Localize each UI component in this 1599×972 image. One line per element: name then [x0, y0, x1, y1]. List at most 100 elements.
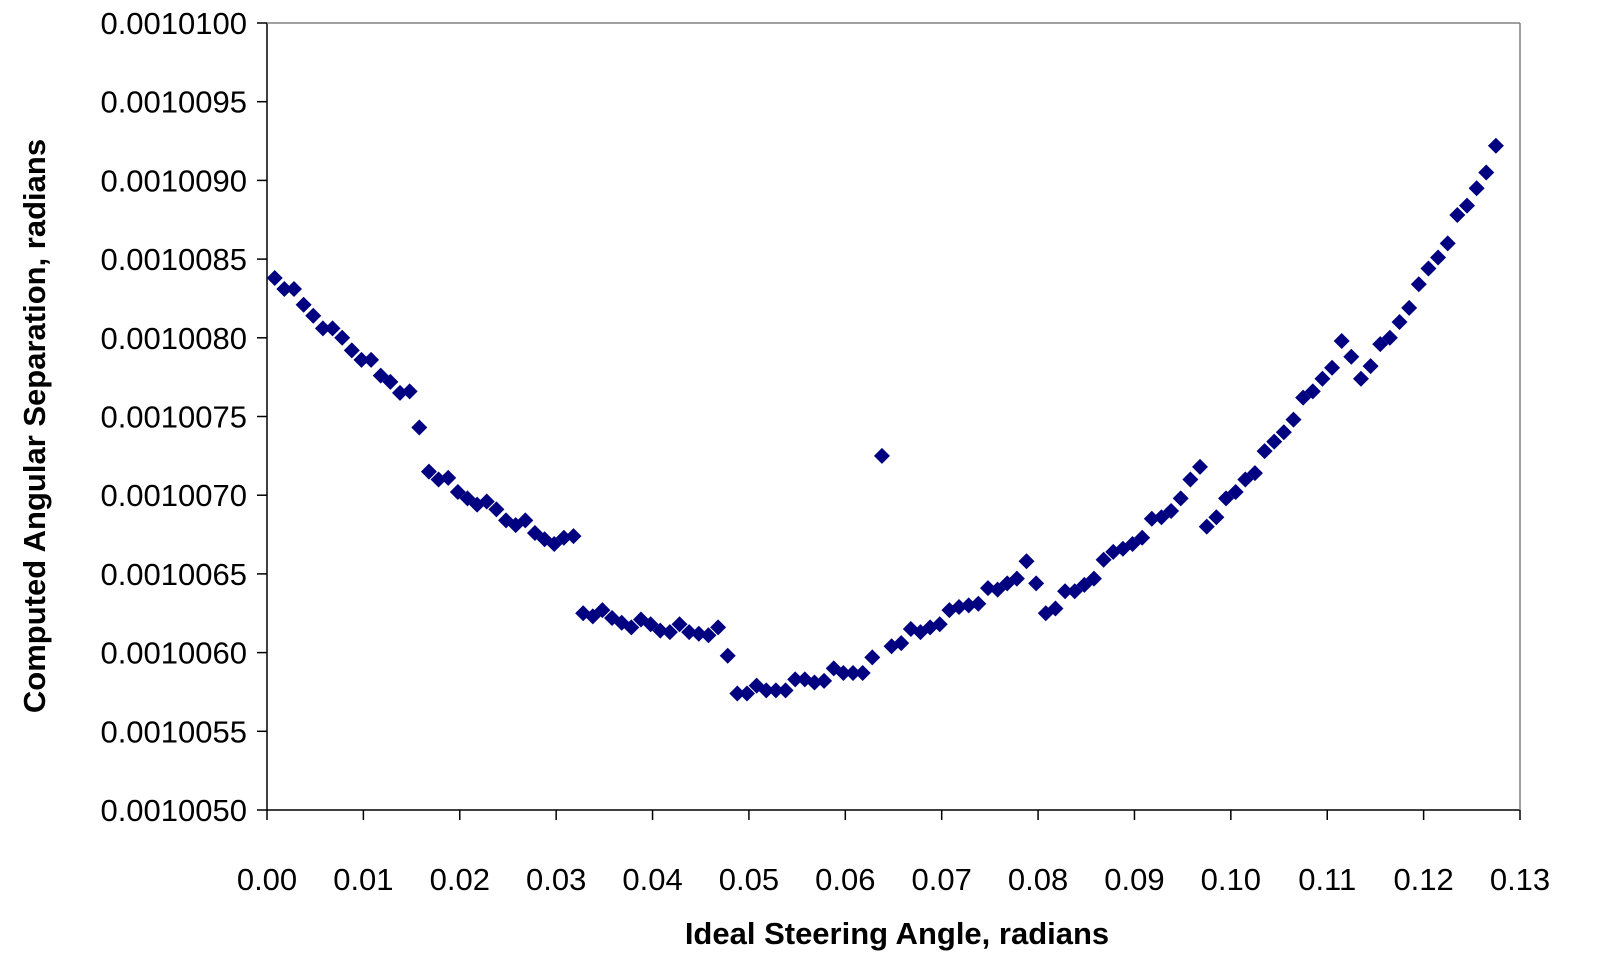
x-tick-label: 0.13: [1490, 862, 1550, 897]
data-point: [1458, 197, 1475, 214]
data-point: [623, 619, 640, 636]
data-point: [671, 616, 688, 633]
x-tick-label: 0.02: [430, 862, 490, 897]
data-point: [565, 528, 582, 545]
data-point: [305, 307, 322, 324]
data-point: [401, 383, 418, 400]
data-point: [845, 665, 862, 682]
data-point: [864, 649, 881, 666]
data-point: [652, 622, 669, 639]
data-point: [661, 624, 678, 641]
data-point: [873, 447, 890, 464]
data-point: [1352, 370, 1369, 387]
data-point: [738, 685, 755, 702]
data-point: [1478, 164, 1495, 181]
data-point: [816, 672, 833, 689]
data-point: [411, 419, 428, 436]
y-tick-label: 0.0010055: [100, 714, 247, 749]
data-point: [1227, 484, 1244, 501]
y-tick-label: 0.0010085: [100, 242, 247, 277]
data-point: [594, 602, 611, 619]
data-point: [295, 296, 312, 313]
data-point: [1468, 180, 1485, 197]
data-point: [1095, 551, 1112, 568]
data-point: [1304, 383, 1321, 400]
data-point: [1420, 260, 1437, 277]
data-point: [970, 595, 987, 612]
data-point: [285, 281, 302, 298]
plot-area: [266, 22, 1521, 811]
x-tick-label: 0.10: [1201, 862, 1261, 897]
y-tick-label: 0.0010050: [100, 793, 247, 828]
x-tick-label: 0.07: [912, 862, 972, 897]
data-point: [893, 635, 910, 652]
data-point: [951, 598, 968, 615]
data-point: [478, 493, 495, 510]
x-tick-label: 0.06: [815, 862, 875, 897]
data-point: [498, 512, 515, 529]
data-points: [266, 137, 1504, 702]
data-point: [1362, 358, 1379, 375]
data-point: [343, 342, 360, 359]
y-tick-label: 0.0010065: [100, 557, 247, 592]
data-point: [710, 619, 727, 636]
y-tick-label: 0.0010060: [100, 636, 247, 671]
x-axis-ticks: 0.00 0.01 0.02 0.03 0.04 0.05 0.06 0.07 0.08 0.09…: [237, 810, 1550, 897]
x-tick-label: 0.09: [1104, 862, 1164, 897]
data-point: [324, 320, 341, 337]
data-point: [1198, 518, 1215, 535]
data-point: [681, 624, 698, 641]
data-point: [960, 597, 977, 614]
data-point: [517, 512, 534, 529]
data-point: [835, 665, 852, 682]
data-point: [1430, 249, 1447, 266]
data-point: [420, 463, 437, 480]
data-point: [1028, 575, 1045, 592]
data-point: [392, 384, 409, 401]
data-point: [979, 580, 996, 597]
data-point: [1314, 370, 1331, 387]
data-point: [314, 320, 331, 337]
x-tick-label: 0.12: [1393, 862, 1453, 897]
x-tick-label: 0.00: [237, 862, 297, 897]
data-point: [430, 471, 447, 488]
data-point: [1192, 458, 1209, 475]
data-point: [276, 281, 293, 298]
data-point: [1256, 443, 1273, 460]
data-point: [1401, 299, 1418, 316]
data-point: [777, 682, 794, 699]
data-point: [854, 665, 871, 682]
data-point: [353, 351, 370, 368]
data-point: [1439, 235, 1456, 252]
y-tick-label: 0.0010075: [100, 400, 247, 435]
data-point: [334, 329, 351, 346]
data-point: [1333, 332, 1350, 349]
x-tick-label: 0.01: [333, 862, 393, 897]
data-point: [1285, 411, 1302, 428]
y-tick-label: 0.0010080: [100, 321, 247, 356]
data-point: [1324, 359, 1341, 376]
y-tick-label: 0.0010090: [100, 163, 247, 198]
data-point: [1008, 570, 1025, 587]
data-point: [440, 469, 457, 486]
data-point: [1391, 314, 1408, 331]
x-tick-label: 0.03: [526, 862, 586, 897]
data-point: [1057, 583, 1074, 600]
data-point: [1343, 348, 1360, 365]
data-point: [382, 373, 399, 390]
data-point: [806, 674, 823, 691]
data-point: [700, 627, 717, 644]
data-point: [1487, 137, 1504, 154]
data-point: [729, 685, 746, 702]
x-tick-label: 0.04: [622, 862, 682, 897]
data-point: [1381, 329, 1398, 346]
data-point: [1275, 424, 1292, 441]
data-point: [555, 529, 572, 546]
data-point: [719, 647, 736, 664]
x-axis-title: Ideal Steering Angle, radians: [685, 916, 1109, 951]
data-point: [1172, 490, 1189, 507]
data-point: [767, 682, 784, 699]
data-point: [1134, 529, 1151, 546]
data-point: [787, 671, 804, 688]
